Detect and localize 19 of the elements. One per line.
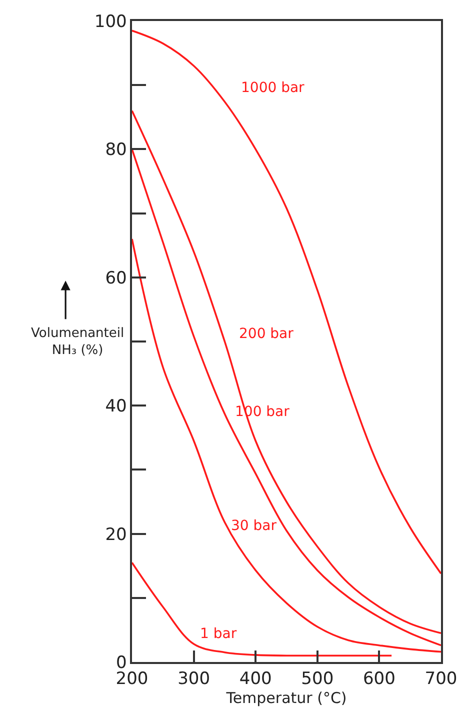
series-label: 30 bar xyxy=(231,518,277,534)
x-tick-label: 600 xyxy=(362,669,396,690)
x-axis-title: Temperatur (°C) xyxy=(225,689,347,708)
series-label: 200 bar xyxy=(239,326,294,342)
x-tick-label: 500 xyxy=(301,669,334,690)
x-tick-label: 700 xyxy=(424,669,458,690)
line-series xyxy=(132,30,441,574)
x-tick-label: 400 xyxy=(239,669,272,690)
y-tick-label: 20 xyxy=(105,524,127,545)
line-series xyxy=(132,562,392,657)
y-tick-label: 100 xyxy=(94,12,127,32)
y-axis-title: Volumenanteil NH₃ (%) xyxy=(31,326,124,358)
series-label: 1 bar xyxy=(200,626,237,642)
y-tick-label: 40 xyxy=(105,396,127,417)
y-tick-label: 60 xyxy=(105,268,127,288)
series-label: 1000 bar xyxy=(241,80,305,96)
y-tick-label: 80 xyxy=(105,140,127,160)
x-tick-label: 300 xyxy=(178,669,210,690)
line-series xyxy=(132,238,441,653)
